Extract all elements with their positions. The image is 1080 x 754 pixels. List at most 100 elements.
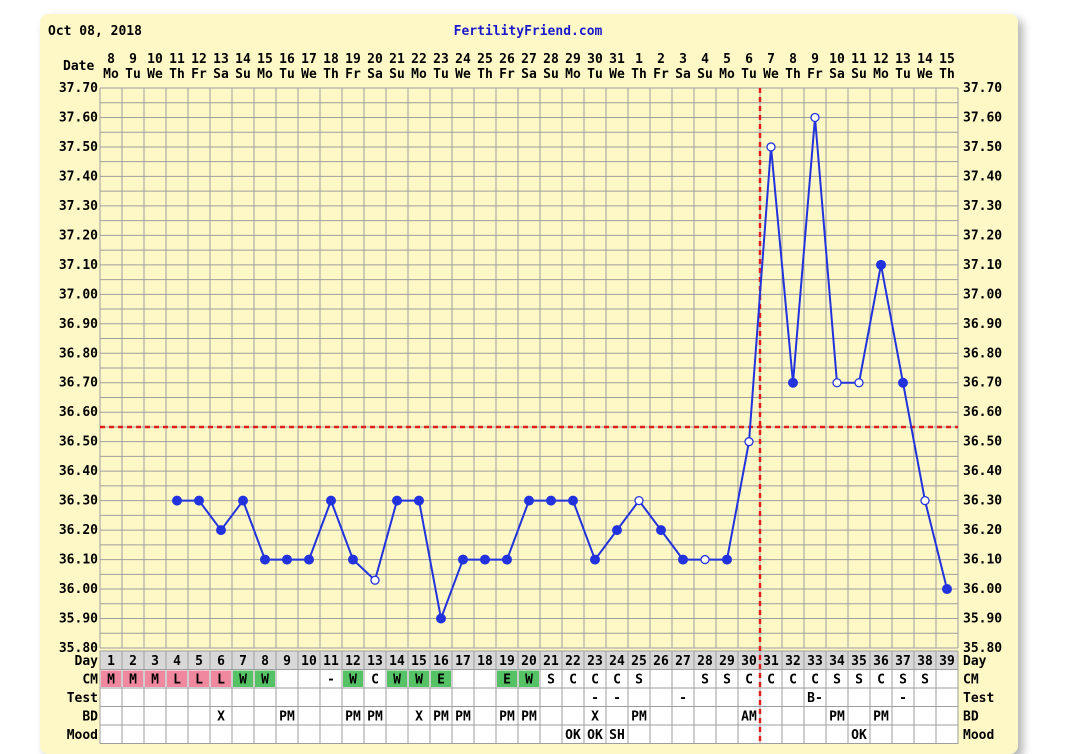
date-tick-label: 12	[873, 52, 889, 67]
bd-row-cell	[671, 706, 695, 726]
test-row-cell	[715, 687, 739, 707]
cm-cell-text: S	[723, 673, 731, 688]
test-cell-text: -	[591, 691, 599, 706]
test-row-cell	[561, 687, 585, 707]
cm-cell-text: S	[899, 673, 907, 688]
y-tick-label-right: 36.60	[963, 405, 1002, 420]
start-date-label: Oct 08, 2018	[48, 24, 142, 39]
y-tick-label-left: 36.70	[59, 376, 98, 391]
bd-row-cell	[759, 706, 783, 726]
cm-cell-text: C	[591, 673, 599, 688]
test-cell-text: -	[613, 691, 621, 706]
temperature-point	[326, 495, 336, 506]
mood-row-cell	[407, 724, 431, 744]
temperature-point	[634, 495, 644, 506]
mood-row-cell	[759, 724, 783, 744]
mood-row-cell	[341, 724, 365, 744]
day-row-label-right: Day	[963, 654, 987, 669]
y-tick-label-left: 36.80	[59, 346, 98, 361]
date-tick-label: 8	[789, 52, 797, 67]
cycle-day-label: 13	[367, 654, 383, 669]
date-tick-label: 10	[147, 52, 163, 67]
temperature-point	[370, 575, 380, 585]
weekday-tick-label: Mo	[103, 67, 119, 82]
mood-row-label-right: Mood	[963, 728, 994, 743]
cm-cell-text: L	[217, 673, 225, 688]
date-tick-label: 25	[477, 52, 493, 67]
bd-row-cell	[649, 706, 673, 726]
y-tick-label-left: 37.60	[59, 110, 98, 125]
cm-cell-fill	[497, 670, 517, 687]
mood-row-cell	[869, 724, 893, 744]
bd-row-cell	[253, 706, 277, 726]
weekday-tick-label: Fr	[653, 67, 669, 82]
cm-cell-text: C	[569, 673, 577, 688]
bd-cell-text: X	[217, 710, 225, 725]
date-tick-label: 15	[939, 52, 955, 67]
weekday-tick-label: Mo	[257, 67, 273, 82]
y-tick-label-right: 36.00	[963, 582, 1002, 597]
bd-row-cell	[121, 706, 145, 726]
mood-row-cell	[715, 724, 739, 744]
y-tick-label-right: 35.90	[963, 612, 1002, 627]
date-tick-label: 28	[543, 52, 559, 67]
temperature-point	[612, 525, 622, 536]
weekday-tick-label: Sa	[367, 67, 383, 82]
weekday-tick-label: Mo	[411, 67, 427, 82]
test-row-label-right: Test	[963, 691, 994, 706]
date-tick-label: 10	[829, 52, 845, 67]
bd-row-cell	[803, 706, 827, 726]
cycle-day-label: 32	[785, 654, 801, 669]
cycle-day-label: 11	[323, 654, 339, 669]
cycle-day-label: 4	[173, 654, 181, 669]
weekday-tick-label: Sa	[521, 67, 537, 82]
test-row-cell	[275, 687, 299, 707]
date-tick-label: 14	[917, 52, 933, 67]
temperature-point	[678, 554, 688, 565]
cm-row-cell	[649, 669, 673, 689]
date-tick-label: 17	[301, 52, 317, 67]
mood-cell-text: OK	[851, 728, 867, 743]
cm-cell-text: C	[767, 673, 775, 688]
y-tick-label-right: 37.20	[963, 228, 1002, 243]
y-tick-label-right: 36.70	[963, 376, 1002, 391]
date-tick-label: 21	[389, 52, 405, 67]
cm-cell-fill	[167, 670, 187, 687]
cycle-day-label: 7	[239, 654, 247, 669]
cycle-day-label: 26	[653, 654, 669, 669]
y-tick-label-left: 37.70	[59, 81, 98, 96]
cycle-day-label: 9	[283, 654, 291, 669]
y-tick-label-left: 37.40	[59, 169, 98, 184]
date-tick-label: 5	[723, 52, 731, 67]
weekday-tick-label: Fr	[191, 67, 207, 82]
test-row-cell	[319, 687, 343, 707]
temperature-point	[458, 554, 468, 565]
temperature-point	[348, 554, 358, 565]
cm-cell-text: C	[745, 673, 753, 688]
bd-row-cell	[143, 706, 167, 726]
weekday-tick-label: Fr	[345, 67, 361, 82]
cm-row-label: CM	[82, 673, 98, 688]
bd-cell-text: X	[415, 710, 423, 725]
bd-row-cell	[99, 706, 123, 726]
temperature-point	[502, 554, 512, 565]
weekday-tick-label: Tu	[741, 67, 757, 82]
temperature-point	[546, 495, 556, 506]
cycle-day-label: 10	[301, 654, 317, 669]
bd-cell-text: PM	[279, 710, 295, 725]
date-tick-label: 20	[367, 52, 383, 67]
cm-cell-text: M	[129, 673, 137, 688]
mood-row-label: Mood	[67, 728, 98, 743]
temperature-point	[832, 378, 842, 388]
cm-cell-text: M	[151, 673, 159, 688]
y-tick-label-right: 37.60	[963, 110, 1002, 125]
test-row-cell	[847, 687, 871, 707]
cm-cell-fill	[343, 670, 363, 687]
weekday-tick-label: We	[763, 67, 779, 82]
mood-row-cell	[385, 724, 409, 744]
temperature-point	[304, 554, 314, 565]
date-tick-label: 15	[257, 52, 273, 67]
temperature-point	[942, 584, 952, 595]
weekday-tick-label: Mo	[719, 67, 735, 82]
test-row-cell	[121, 687, 145, 707]
